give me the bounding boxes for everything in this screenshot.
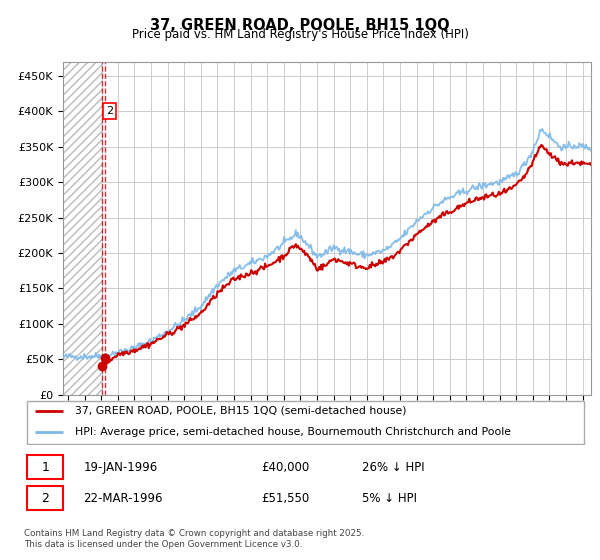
Text: 26% ↓ HPI: 26% ↓ HPI [362, 461, 425, 474]
Text: 37, GREEN ROAD, POOLE, BH15 1QQ: 37, GREEN ROAD, POOLE, BH15 1QQ [150, 18, 450, 33]
Text: 37, GREEN ROAD, POOLE, BH15 1QQ (semi-detached house): 37, GREEN ROAD, POOLE, BH15 1QQ (semi-de… [75, 406, 406, 416]
Text: 2: 2 [106, 106, 113, 116]
Text: £51,550: £51,550 [261, 492, 309, 505]
Text: 5% ↓ HPI: 5% ↓ HPI [362, 492, 418, 505]
Text: 1: 1 [41, 461, 49, 474]
Text: 2: 2 [41, 492, 49, 505]
FancyBboxPatch shape [27, 401, 584, 444]
Text: 19-JAN-1996: 19-JAN-1996 [83, 461, 157, 474]
FancyBboxPatch shape [27, 486, 64, 510]
Text: 22-MAR-1996: 22-MAR-1996 [83, 492, 163, 505]
Text: Contains HM Land Registry data © Crown copyright and database right 2025.
This d: Contains HM Land Registry data © Crown c… [24, 529, 364, 549]
Text: HPI: Average price, semi-detached house, Bournemouth Christchurch and Poole: HPI: Average price, semi-detached house,… [75, 427, 511, 437]
Text: Price paid vs. HM Land Registry's House Price Index (HPI): Price paid vs. HM Land Registry's House … [131, 28, 469, 41]
Text: £40,000: £40,000 [261, 461, 309, 474]
Bar [63, 62, 102, 395]
FancyBboxPatch shape [27, 455, 64, 479]
